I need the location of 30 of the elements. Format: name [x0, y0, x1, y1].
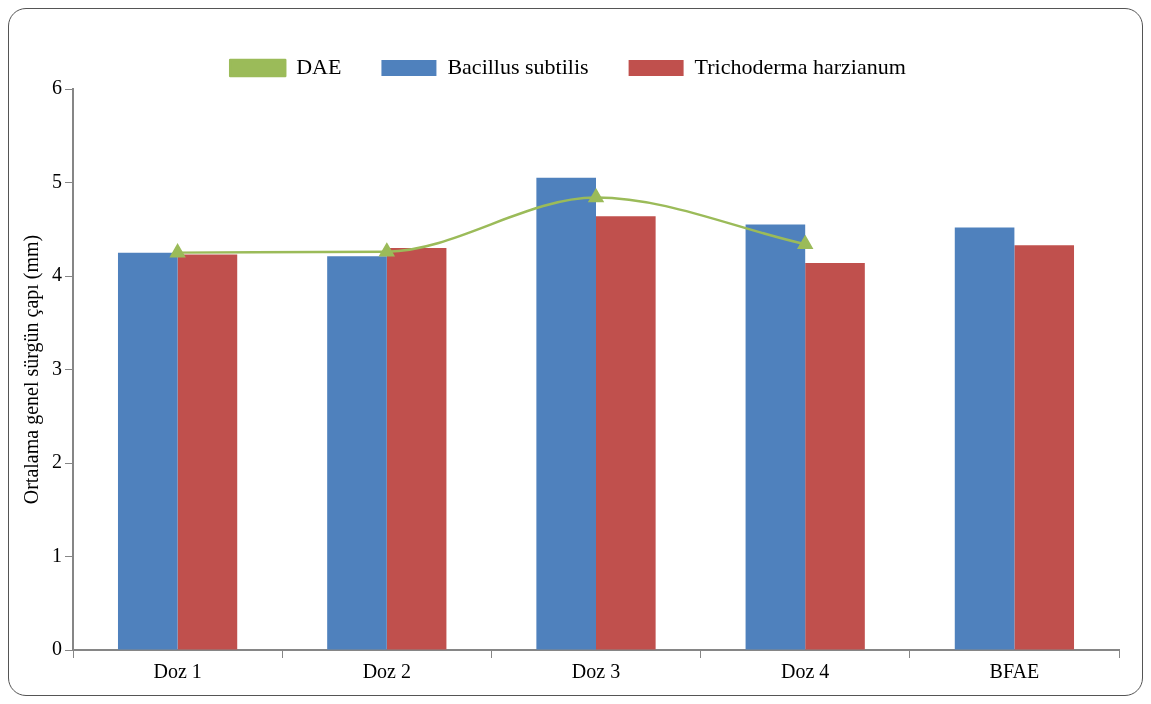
bar [177, 254, 238, 650]
bar [954, 227, 1015, 650]
x-tick-label: BFAE [989, 660, 1040, 683]
x-tick-label: Doz 2 [362, 660, 411, 683]
legend-label: Trichoderma harzianum [694, 53, 906, 79]
y-tick-label: 6 [52, 76, 62, 99]
bar [596, 216, 656, 650]
y-tick-label: 0 [52, 637, 62, 660]
y-tick-label: 2 [52, 450, 62, 473]
point [588, 189, 604, 203]
point [797, 235, 813, 249]
legend-label: Bacillus subtilis [447, 53, 589, 79]
y-tick-label: 4 [52, 263, 62, 286]
bar [536, 177, 596, 650]
point [379, 243, 395, 257]
y-tick-label: 5 [52, 169, 62, 192]
x-tick-label: Doz 4 [781, 660, 830, 683]
y-tick-label: 1 [52, 543, 62, 566]
bar [745, 224, 806, 650]
y-tick-label: 3 [52, 356, 62, 379]
x-tick-label: Doz 1 [153, 660, 202, 683]
y-axis-title: Ortalama genel sürgün çapı (mm) [20, 234, 44, 505]
legend-label: DAE [296, 53, 342, 79]
x-tick-label: Doz 3 [571, 660, 621, 683]
bar [805, 262, 865, 650]
point [170, 244, 185, 258]
bar [386, 247, 447, 650]
bar [327, 256, 387, 650]
bar [117, 252, 178, 650]
bar [1014, 245, 1075, 650]
